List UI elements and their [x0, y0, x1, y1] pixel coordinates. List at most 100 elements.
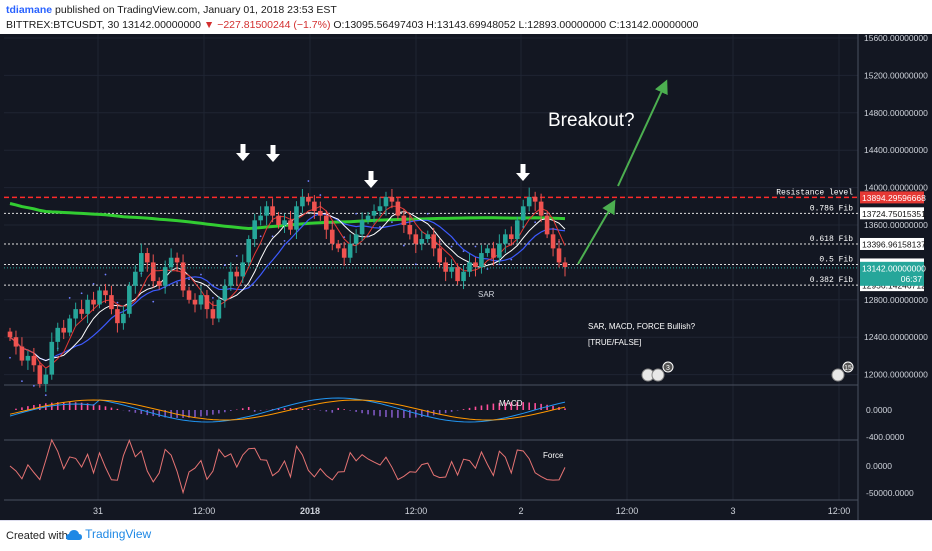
- sar-dot-88: [534, 221, 537, 224]
- candle-body-56: [341, 248, 347, 258]
- level-price-1: 13724.75015351: [862, 209, 926, 219]
- candle-body-81: [491, 248, 496, 258]
- candle-body-72: [437, 248, 442, 263]
- candle-body-15: [97, 290, 102, 305]
- candle-body-19: [121, 313, 126, 324]
- time-tick-1: 12:00: [193, 506, 216, 516]
- countdown-label: 06:37: [901, 274, 923, 284]
- down-arrow-3: [516, 164, 530, 181]
- candle-body-66: [401, 215, 407, 225]
- candle-body-85: [514, 220, 520, 240]
- candle-body-68: [413, 234, 419, 244]
- chart-area[interactable]: Resistance level 13894.29596668 0.786 Fib 1…: [0, 34, 932, 520]
- level-label-4: 0.382 Fib: [810, 276, 853, 285]
- sar-dot-16: [104, 273, 107, 276]
- sar-dot-34: [212, 297, 214, 299]
- sar-label: SAR: [478, 290, 495, 299]
- candle-body-9: [61, 327, 67, 333]
- candle-body-87: [526, 196, 532, 207]
- candle-body-36: [222, 285, 228, 300]
- candle-body-77: [467, 262, 472, 272]
- force-tick-0: 0.0000: [866, 461, 892, 471]
- candle-body-37: [228, 271, 234, 286]
- ma-green: [9, 202, 566, 231]
- level-price-box-1: [860, 207, 924, 220]
- last-price: 13142.00000000: [122, 19, 201, 31]
- candle-body-20: [127, 285, 132, 314]
- sar-dot-14: [92, 283, 95, 285]
- publish-info: published on TradingView.com, January 01…: [55, 4, 337, 16]
- price-tick-3: 14400.00000000: [864, 145, 928, 155]
- macd-signal: [9, 399, 566, 421]
- sar-dot-74: [450, 245, 453, 248]
- candle-body-3: [25, 355, 31, 361]
- candle-body-4: [31, 355, 37, 366]
- symbol-label: BITTREX:BTCUSDT, 30: [6, 19, 120, 31]
- cloud-icon: [66, 529, 82, 540]
- candle-body-93: [562, 262, 568, 268]
- event-count-1: 3: [666, 365, 670, 372]
- sar-dot-80: [486, 268, 489, 270]
- candle-body-22: [138, 253, 144, 272]
- candle-body-89: [538, 201, 544, 216]
- ma-blue: [9, 213, 566, 362]
- level-label-3: 0.5 Fib: [819, 255, 853, 264]
- candle-body-11: [73, 309, 78, 319]
- sar-dot-70: [426, 212, 429, 215]
- candle-body-30: [186, 290, 192, 300]
- candle-body-92: [556, 248, 562, 263]
- price-tick-4: 14000.00000000: [864, 183, 928, 193]
- created-with-text: Created with: [6, 530, 68, 542]
- candle-body-79: [479, 253, 484, 268]
- sar-dot-28: [176, 282, 178, 284]
- price-tick-5: 13600.00000000: [864, 220, 928, 230]
- level-label-0: Resistance level: [776, 188, 853, 197]
- event-marker-1[interactable]: 3: [641, 361, 674, 382]
- candle-body-27: [168, 257, 174, 268]
- last-price-label: 13142.00000000: [862, 263, 926, 273]
- header-bar: tdiamane published on TradingView.com, J…: [0, 0, 932, 34]
- force-label: Force: [543, 451, 564, 460]
- candle-body-1: [13, 337, 19, 347]
- candle-body-80: [485, 248, 490, 254]
- time-tick-2: 2018: [300, 506, 320, 516]
- candle-body-70: [425, 234, 431, 240]
- candle-body-73: [443, 262, 448, 272]
- tradingview-brand[interactable]: TradingView: [66, 527, 151, 541]
- candle-body-48: [294, 206, 299, 230]
- time-tick-3: 12:00: [405, 506, 428, 516]
- candle-body-23: [144, 253, 150, 263]
- sar-dot-6: [44, 394, 47, 397]
- candle-body-51: [312, 201, 317, 211]
- candle-body-61: [371, 210, 377, 216]
- down-arrow-1: [266, 145, 280, 162]
- author-name[interactable]: tdiamane: [6, 4, 53, 16]
- candle-body-35: [216, 299, 222, 319]
- event-marker-2[interactable]: 15: [831, 361, 854, 382]
- candle-body-60: [365, 215, 371, 221]
- ohlc-line: BITTREX:BTCUSDT, 30 13142.00000000 ▼ −22…: [6, 19, 698, 31]
- ma-white: [9, 211, 566, 362]
- sar-dot-60: [367, 235, 369, 238]
- candle-body-71: [431, 234, 437, 249]
- candle-body-42: [258, 215, 263, 221]
- level-label-2: 0.618 Fib: [810, 235, 853, 244]
- candle-body-34: [210, 309, 216, 319]
- sar-dot-24: [152, 300, 155, 303]
- top-arrows: [236, 144, 530, 188]
- candle-body-74: [449, 267, 454, 272]
- down-arrow-0: [236, 144, 250, 161]
- candle-body-57: [347, 243, 353, 258]
- down-arrow-2: [364, 171, 378, 188]
- price-tick-2: 14800.00000000: [864, 108, 928, 118]
- sar-dot-30: [188, 278, 190, 281]
- candle-body-69: [419, 239, 425, 244]
- candle-body-12: [79, 309, 84, 314]
- time-axis: 31 12:00 2018 12:00 2 12:00 3 12:00: [93, 506, 850, 516]
- macd-pane: 0.0000 -400.0000: [9, 397, 905, 442]
- candle-body-88: [532, 196, 538, 202]
- footer: Created with TradingView: [0, 520, 932, 551]
- price-tick-7: 12400.00000000: [864, 332, 928, 342]
- candle-body-40: [246, 239, 252, 263]
- sar-dot-12: [80, 292, 83, 295]
